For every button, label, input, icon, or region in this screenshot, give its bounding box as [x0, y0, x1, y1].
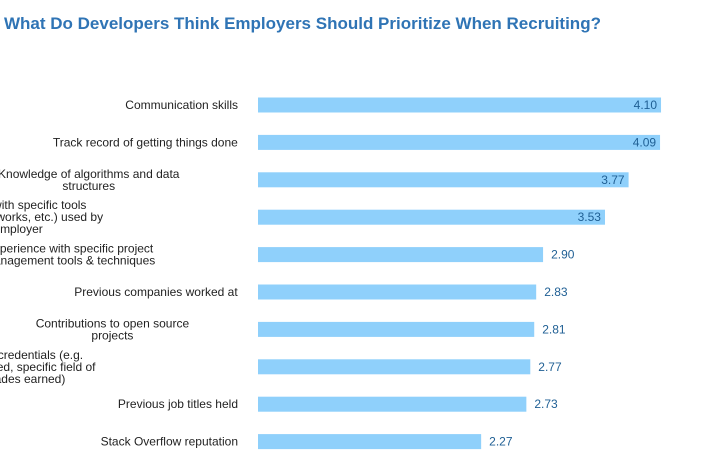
- value-label: 2.90: [551, 248, 575, 262]
- category-label: Knowledge of algorithms and data structur…: [0, 167, 180, 193]
- category-label: Track record of getting things done: [53, 135, 238, 149]
- value-label: 3.77: [601, 173, 625, 187]
- value-label: 3.53: [578, 210, 602, 224]
- bar: [258, 359, 531, 375]
- bars-group: [258, 97, 662, 450]
- category-label: Previous job titles held: [118, 397, 238, 411]
- value-label: 2.73: [534, 397, 558, 411]
- value-label: 4.10: [634, 98, 658, 112]
- bar: [258, 134, 661, 150]
- bar: [258, 172, 629, 188]
- value-labels-group: 4.10 4.09 3.77 3.53 2.90 2.83 2.81 2.77 2.73 2.27: [489, 98, 657, 449]
- bar: [258, 321, 535, 337]
- value-label: 2.77: [538, 360, 562, 374]
- category-label: Experience with specific project manageme…: [0, 242, 155, 268]
- value-label: 2.27: [489, 435, 513, 449]
- category-label: Stack Overflow reputation: [101, 435, 238, 449]
- value-label: 2.81: [542, 322, 566, 336]
- bar: [258, 247, 544, 263]
- category-label: Communication skills: [125, 98, 238, 112]
- value-label: 2.83: [544, 285, 568, 299]
- category-label: Previous companies worked at: [74, 285, 238, 299]
- chart-title: What Do Developers Think Employers Shoul…: [4, 14, 601, 33]
- bar: [258, 97, 662, 113]
- bar: [258, 284, 537, 300]
- bar: [258, 396, 527, 412]
- category-label: Experience with specific tools(libraries…: [0, 198, 103, 236]
- category-label: Educational credentials (e.g.schools att…: [0, 348, 96, 386]
- bar: [258, 434, 482, 450]
- category-label: Contributions to open source projects: [36, 316, 190, 342]
- value-label: 4.09: [633, 135, 657, 149]
- category-labels-group: Communication skills Track record of gett…: [0, 98, 238, 449]
- bar: [258, 209, 605, 225]
